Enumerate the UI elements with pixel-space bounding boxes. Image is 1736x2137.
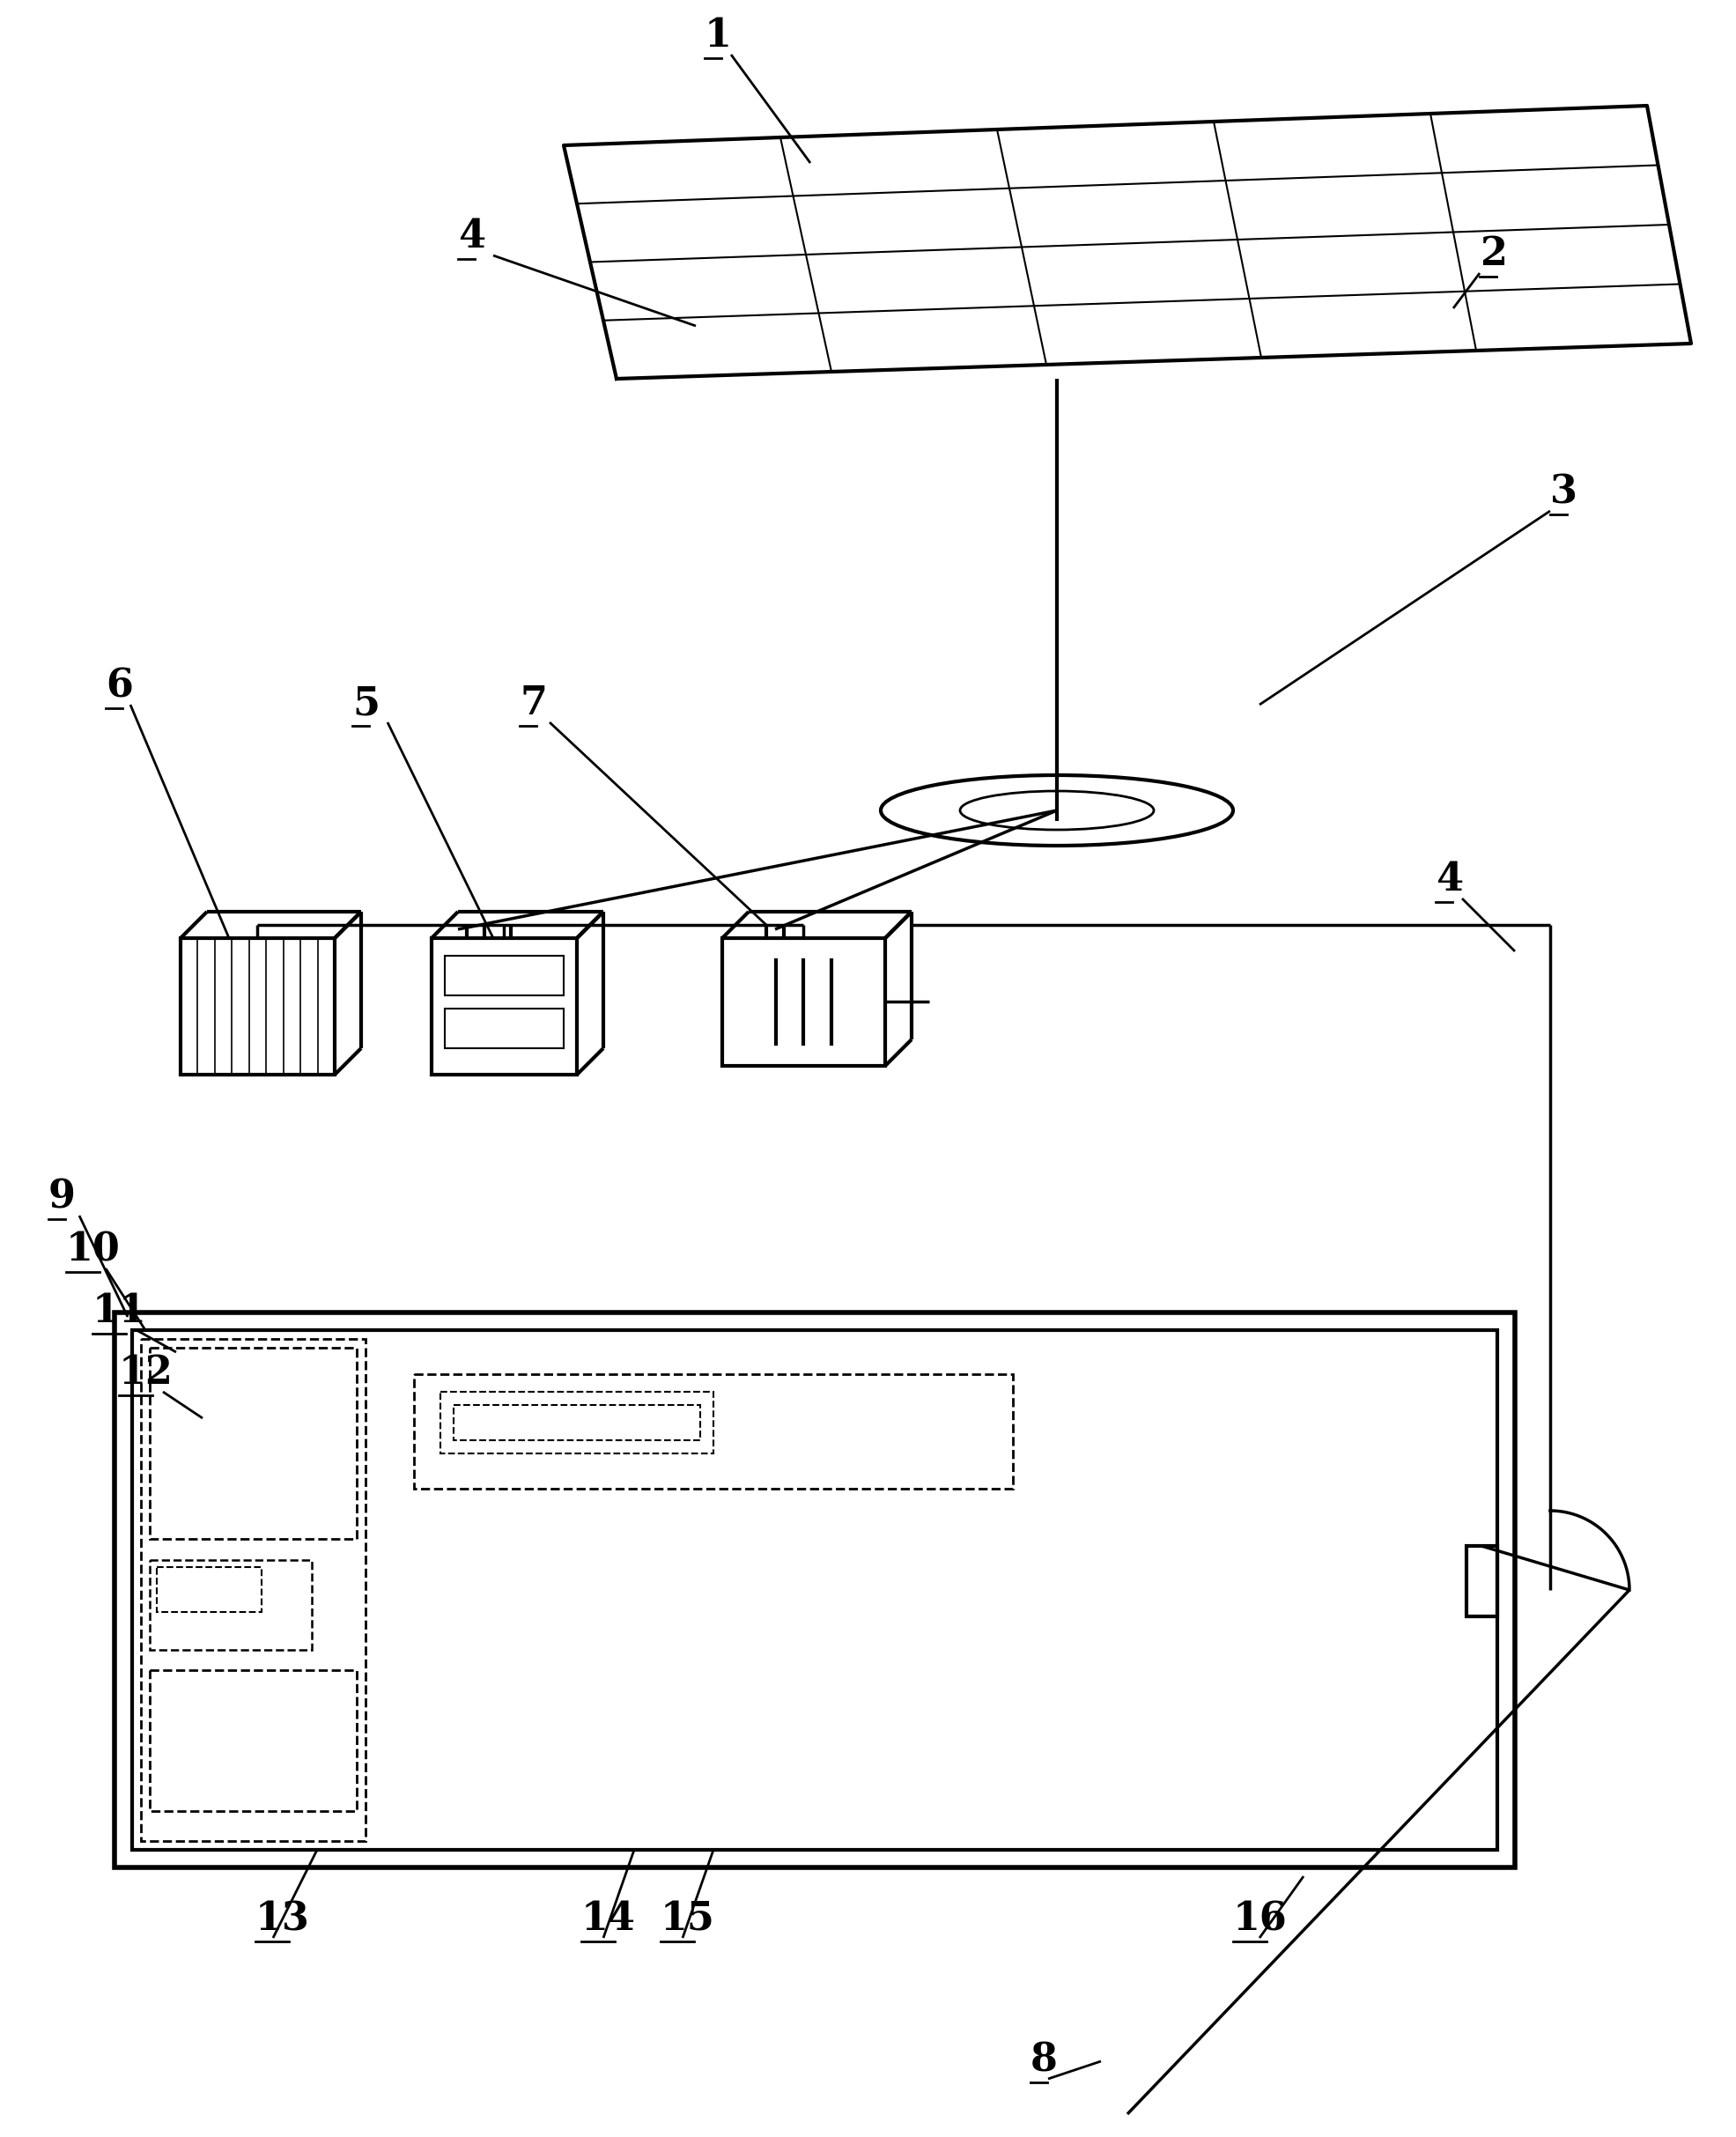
Bar xyxy=(1467,1545,1498,1616)
Bar xyxy=(149,1671,356,1810)
Text: 1: 1 xyxy=(705,17,733,56)
Bar xyxy=(722,938,885,1066)
Text: 15: 15 xyxy=(661,1900,715,1938)
Text: 3: 3 xyxy=(1550,472,1578,511)
Bar xyxy=(453,1404,700,1440)
Text: 2: 2 xyxy=(1479,235,1507,274)
Bar xyxy=(444,1009,564,1049)
Text: 4: 4 xyxy=(458,218,486,256)
Bar xyxy=(132,1329,1498,1851)
Text: 7: 7 xyxy=(519,684,547,722)
Bar xyxy=(149,1560,311,1650)
Text: 13: 13 xyxy=(255,1900,311,1938)
Bar xyxy=(141,1340,366,1842)
Text: 11: 11 xyxy=(92,1293,148,1329)
Bar xyxy=(149,1348,356,1539)
Bar xyxy=(156,1566,262,1611)
Text: 12: 12 xyxy=(118,1355,174,1391)
Text: 9: 9 xyxy=(49,1177,76,1216)
Text: 5: 5 xyxy=(352,684,380,722)
Bar xyxy=(441,1391,713,1453)
Text: 16: 16 xyxy=(1233,1900,1288,1938)
Text: 10: 10 xyxy=(66,1231,120,1269)
Text: 8: 8 xyxy=(1031,2041,1057,2079)
Bar xyxy=(115,1312,1516,1868)
Bar xyxy=(181,938,335,1075)
Bar xyxy=(444,955,564,996)
Bar xyxy=(432,938,576,1075)
Bar xyxy=(413,1374,1012,1489)
Text: 4: 4 xyxy=(1436,861,1463,898)
Text: 14: 14 xyxy=(582,1900,635,1938)
Text: 6: 6 xyxy=(106,667,134,705)
